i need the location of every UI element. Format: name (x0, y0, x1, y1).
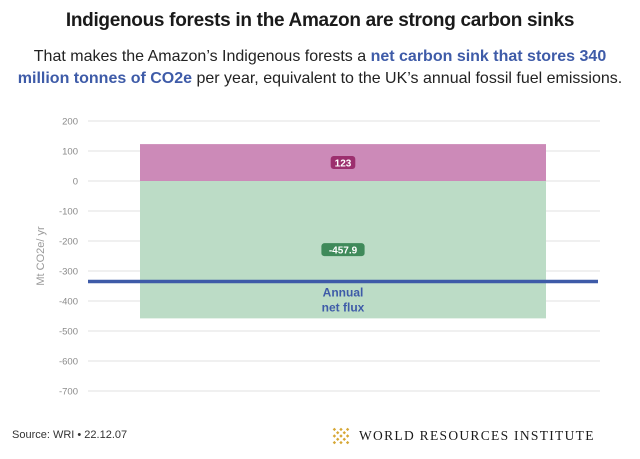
y-axis-title: Mt CO2e/ yr (35, 226, 47, 286)
logo-diamond (339, 427, 343, 432)
subtitle-highlight: net carbon sink that stores 340 million … (17, 48, 607, 87)
y-tick-label: 200 (62, 117, 78, 128)
logo-diamond (332, 440, 337, 445)
logo-diamond (345, 427, 350, 432)
logo-diamond (345, 434, 350, 438)
brand-name: WORLD RESOURCES INSTITUTE (359, 428, 595, 443)
logo-diamond (342, 431, 346, 435)
subtitle-post: per year, equivalent to the UK’s annual … (196, 70, 623, 87)
logo-diamond (336, 431, 340, 435)
logo-diamond (332, 427, 337, 432)
subtitle-pre: That makes the Amazon’s Indigenous fores… (33, 48, 367, 65)
data-label-bg-removals (321, 243, 365, 257)
y-tick-label: -400 (59, 297, 78, 308)
net-flux-label-line2: net flux (322, 300, 365, 314)
chart-title: Indigenous forests in the Amazon are str… (65, 10, 575, 31)
logo-diamond (345, 440, 350, 445)
y-tick-label: -300 (59, 267, 78, 278)
source-note: Source: WRI • 22.12.07 (12, 429, 128, 441)
y-tick-label: -200 (59, 237, 78, 248)
y-tick-label: 100 (62, 147, 78, 158)
net-flux-label-line1: Annual (323, 285, 364, 299)
y-tick-label: -600 (59, 357, 78, 368)
y-tick-label: -700 (59, 387, 78, 398)
y-tick-label: -500 (59, 327, 78, 338)
data-label-bg-emissions (330, 156, 356, 170)
data-label-removals: -457.9 (329, 245, 358, 256)
logo-diamond (336, 437, 340, 441)
logo-diamond (339, 434, 343, 438)
brand: WORLD RESOURCES INSTITUTE (330, 424, 595, 448)
y-tick-label: 0 (73, 177, 78, 188)
data-label-emissions: 123 (335, 158, 352, 169)
y-tick-label: -100 (59, 207, 78, 218)
logo-diamond (342, 437, 346, 441)
logo-diamond (332, 434, 337, 438)
logo-diamond (339, 440, 343, 445)
wri-diamond-logo-icon (332, 427, 350, 445)
chart-subtitle: That makes the Amazon’s Indigenous fores… (10, 46, 630, 90)
